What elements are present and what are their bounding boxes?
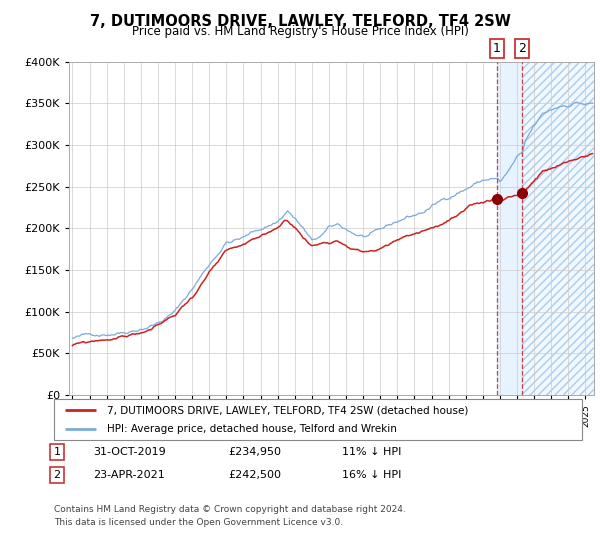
Text: £234,950: £234,950 bbox=[228, 447, 281, 457]
Text: 16% ↓ HPI: 16% ↓ HPI bbox=[342, 470, 401, 480]
Text: 2: 2 bbox=[53, 470, 61, 480]
Text: 7, DUTIMOORS DRIVE, LAWLEY, TELFORD, TF4 2SW: 7, DUTIMOORS DRIVE, LAWLEY, TELFORD, TF4… bbox=[89, 14, 511, 29]
Text: Price paid vs. HM Land Registry's House Price Index (HPI): Price paid vs. HM Land Registry's House … bbox=[131, 25, 469, 38]
Bar bbox=[523, 62, 594, 395]
Bar bbox=[523, 62, 594, 395]
Text: 2: 2 bbox=[518, 42, 526, 55]
Text: 1: 1 bbox=[493, 42, 501, 55]
Text: Contains HM Land Registry data © Crown copyright and database right 2024.
This d: Contains HM Land Registry data © Crown c… bbox=[54, 505, 406, 526]
Bar bbox=[497, 62, 523, 395]
Text: 7, DUTIMOORS DRIVE, LAWLEY, TELFORD, TF4 2SW (detached house): 7, DUTIMOORS DRIVE, LAWLEY, TELFORD, TF4… bbox=[107, 405, 468, 415]
Text: £242,500: £242,500 bbox=[228, 470, 281, 480]
FancyBboxPatch shape bbox=[54, 399, 582, 440]
Text: 11% ↓ HPI: 11% ↓ HPI bbox=[342, 447, 401, 457]
Text: 23-APR-2021: 23-APR-2021 bbox=[93, 470, 165, 480]
Text: 31-OCT-2019: 31-OCT-2019 bbox=[93, 447, 166, 457]
Text: 1: 1 bbox=[53, 447, 61, 457]
Text: HPI: Average price, detached house, Telford and Wrekin: HPI: Average price, detached house, Telf… bbox=[107, 424, 397, 433]
